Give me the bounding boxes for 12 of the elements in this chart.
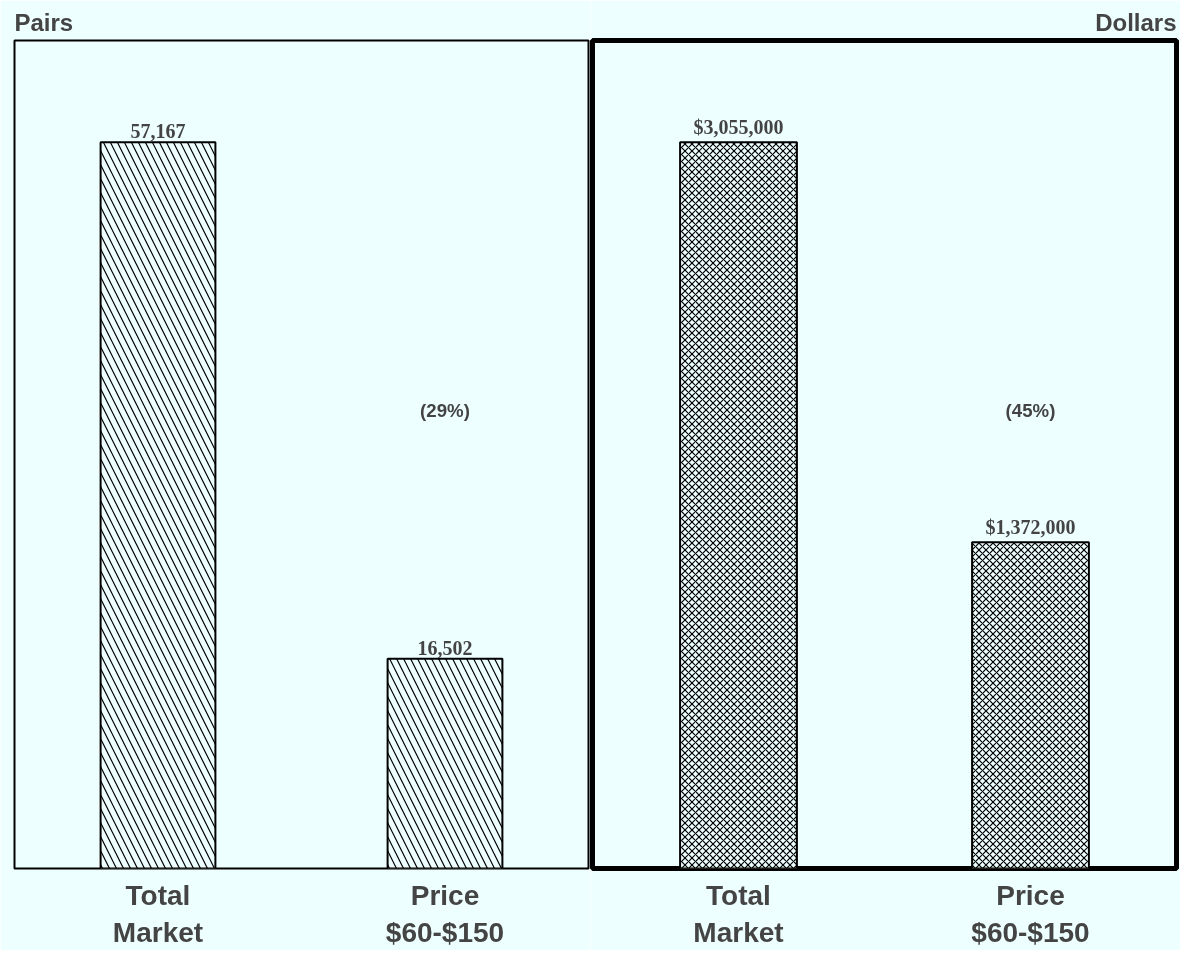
x-tick-label: Price $60-$150 bbox=[971, 879, 1090, 948]
x-tick-label: Total Market bbox=[693, 879, 784, 948]
x-tick-label: Price $60-$150 bbox=[385, 879, 505, 948]
chart-title: Pairs bbox=[14, 8, 74, 36]
data-label: 16,502 bbox=[417, 636, 473, 659]
data-label: 57,167 bbox=[130, 120, 186, 143]
data-label: $3,055,000 bbox=[693, 116, 784, 139]
data-label: $1,372,000 bbox=[985, 516, 1076, 539]
annotation: (29%) bbox=[420, 400, 470, 422]
chart-title: Dollars bbox=[1095, 8, 1177, 36]
x-tick-label: Total Market bbox=[112, 879, 204, 948]
annotation: (45%) bbox=[1005, 400, 1056, 422]
